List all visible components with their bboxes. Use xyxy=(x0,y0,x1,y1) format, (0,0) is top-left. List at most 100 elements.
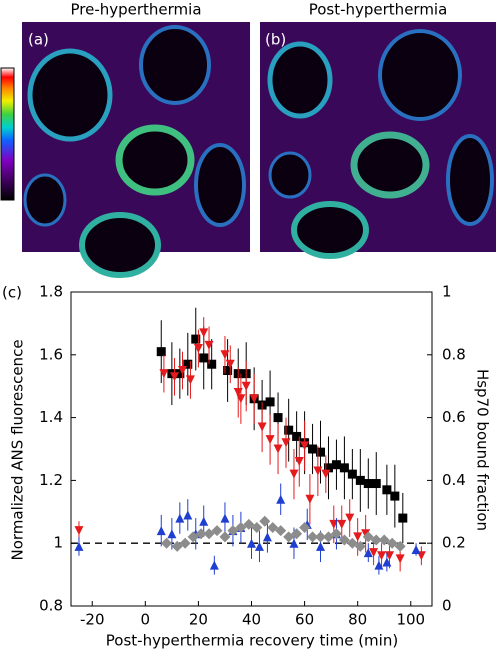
marker xyxy=(382,485,392,495)
marker xyxy=(193,344,203,354)
marker xyxy=(362,531,374,543)
marker xyxy=(199,516,209,526)
image-title: Post-hyperthermia xyxy=(309,1,448,19)
y-tick-label: 0.8 xyxy=(39,597,63,615)
marker xyxy=(354,540,366,552)
marker xyxy=(353,532,363,542)
marker xyxy=(355,475,365,485)
marker xyxy=(273,413,283,423)
marker xyxy=(313,466,323,476)
y2-tick-label: 0.2 xyxy=(442,534,466,552)
x-tick-label: 80 xyxy=(348,611,367,629)
marker xyxy=(390,491,400,501)
y-tick-label: 1 xyxy=(53,534,63,552)
marker xyxy=(316,447,326,457)
x-tick-label: 0 xyxy=(141,611,151,629)
x-tick-label: 100 xyxy=(396,611,425,629)
marker xyxy=(187,531,199,543)
colorbar xyxy=(0,67,15,201)
marker xyxy=(338,534,350,546)
marker xyxy=(179,537,191,549)
marker xyxy=(183,359,193,369)
marker xyxy=(382,557,392,567)
image-b xyxy=(260,22,496,259)
marker xyxy=(259,515,271,527)
marker xyxy=(386,537,398,549)
marker xyxy=(262,532,272,542)
marker xyxy=(225,359,235,369)
marker xyxy=(398,513,408,523)
marker xyxy=(220,513,230,523)
marker xyxy=(204,340,214,350)
marker xyxy=(220,350,230,360)
panel-label: (a) xyxy=(28,31,49,49)
marker xyxy=(74,541,84,551)
marker xyxy=(284,425,294,435)
marker xyxy=(185,375,195,385)
marker xyxy=(267,522,279,533)
marker xyxy=(363,548,373,558)
y-axis-label: Normalized ANS fluorescence xyxy=(9,339,27,560)
x-tick-label: -20 xyxy=(80,611,105,629)
marker xyxy=(241,381,251,391)
marker xyxy=(161,537,173,549)
marker xyxy=(183,510,193,520)
marker xyxy=(156,526,166,536)
marker xyxy=(203,528,215,540)
marker xyxy=(170,372,180,382)
marker xyxy=(283,531,295,543)
marker xyxy=(322,531,334,543)
marker xyxy=(207,359,217,369)
marker xyxy=(289,538,299,548)
marker xyxy=(299,522,311,533)
y2-axis-label: Hsp70 bound fraction xyxy=(474,369,492,531)
x-tick-label: 60 xyxy=(295,611,314,629)
x-tick-label: 40 xyxy=(242,611,261,629)
marker xyxy=(209,560,219,570)
marker xyxy=(305,494,315,504)
marker xyxy=(346,537,358,549)
marker xyxy=(156,347,166,357)
marker xyxy=(361,529,371,539)
marker xyxy=(281,438,291,448)
y2-tick-label: 0 xyxy=(442,597,452,615)
marker xyxy=(243,518,255,530)
y-tick-label: 1.6 xyxy=(39,345,63,363)
marker xyxy=(294,457,304,467)
marker xyxy=(347,469,357,479)
marker xyxy=(395,554,405,564)
marker xyxy=(330,528,342,540)
marker xyxy=(227,525,239,537)
marker xyxy=(316,541,326,551)
marker xyxy=(171,540,183,552)
marker xyxy=(331,460,341,470)
marker xyxy=(74,526,84,536)
y-tick-label: 1.8 xyxy=(39,283,63,301)
marker xyxy=(377,551,387,561)
marker xyxy=(308,444,318,454)
marker xyxy=(323,463,333,473)
y2-tick-label: 1 xyxy=(442,283,452,301)
marker xyxy=(219,531,231,543)
marker xyxy=(315,531,327,543)
marker xyxy=(291,528,303,540)
x-axis-label: Post-hyperthermia recovery time (min) xyxy=(106,632,398,650)
y-tick-label: 1.4 xyxy=(39,408,63,426)
marker xyxy=(300,441,310,451)
marker xyxy=(199,353,209,363)
marker xyxy=(345,513,355,523)
marker xyxy=(374,560,384,570)
y2-tick-label: 0.6 xyxy=(442,408,466,426)
marker xyxy=(251,522,263,533)
marker xyxy=(394,540,406,552)
marker xyxy=(276,494,286,504)
marker xyxy=(370,534,382,546)
marker xyxy=(289,469,299,479)
marker xyxy=(273,444,283,454)
y-tick-label: 1.2 xyxy=(39,471,63,489)
marker xyxy=(191,334,201,344)
y2-tick-label: 0.8 xyxy=(442,345,466,363)
marker xyxy=(257,422,267,432)
marker xyxy=(265,435,275,445)
